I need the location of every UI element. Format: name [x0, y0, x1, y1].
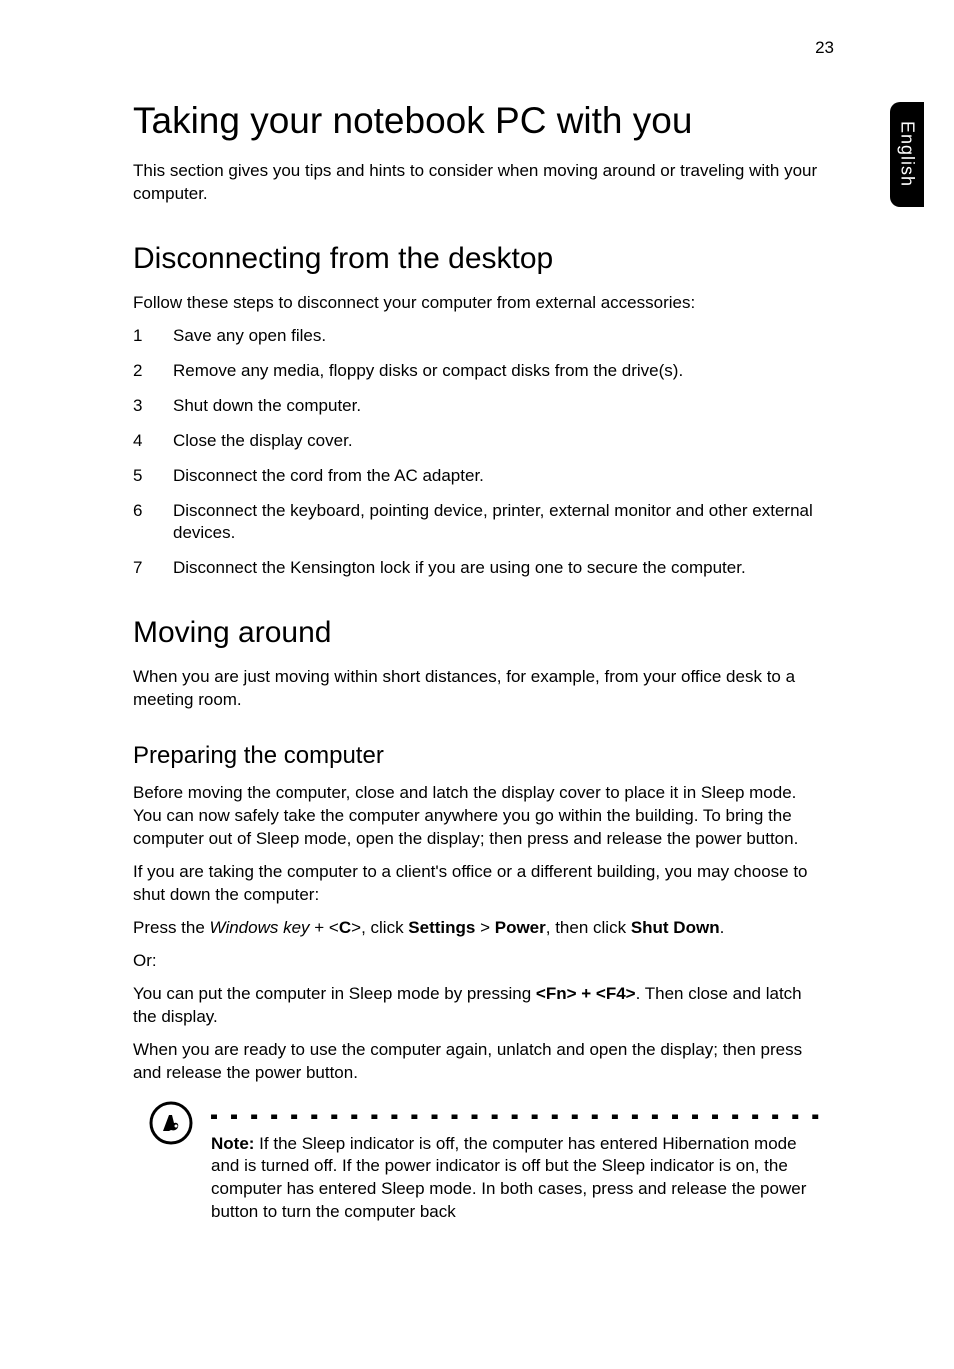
section-heading-moving: Moving around [133, 616, 828, 650]
section1-lead: Follow these steps to disconnect your co… [133, 292, 828, 315]
list-item: Close the display cover. [133, 430, 828, 453]
list-item: Disconnect the keyboard, pointing device… [133, 500, 828, 546]
language-tab: English [890, 102, 924, 207]
list-item: Shut down the computer. [133, 395, 828, 418]
section2-lead: When you are just moving within short di… [133, 666, 828, 712]
key-c: C [339, 918, 351, 937]
dots-glyphs: ■ ■ ■ ■ ■ ■ ■ ■ ■ ■ ■ ■ ■ ■ ■ ■ ■ ■ ■ ■ … [211, 1112, 828, 1119]
para-shutdown-instructions: Press the Windows key + <C>, click Setti… [133, 917, 828, 940]
note-icon [149, 1101, 193, 1145]
para-fn-f4: You can put the computer in Sleep mode b… [133, 983, 828, 1029]
note-body: If the Sleep indicator is off, the compu… [211, 1134, 806, 1222]
list-item: Save any open files. [133, 325, 828, 348]
intro-paragraph: This section gives you tips and hints to… [133, 160, 828, 206]
note-label: Note: [211, 1134, 254, 1153]
power-text: Power [495, 918, 546, 937]
para-client-office: If you are taking the computer to a clie… [133, 861, 828, 907]
text-run: . [720, 918, 725, 937]
shutdown-text: Shut Down [631, 918, 720, 937]
note-text: Note: If the Sleep indicator is off, the… [211, 1133, 828, 1225]
para-ready-to-use: When you are ready to use the computer a… [133, 1039, 828, 1085]
para-sleep-mode: Before moving the computer, close and la… [133, 782, 828, 851]
list-item: Remove any media, floppy disks or compac… [133, 360, 828, 383]
text-run: > [475, 918, 494, 937]
steps-list: Save any open files. Remove any media, f… [133, 325, 828, 581]
subsection-heading-preparing: Preparing the computer [133, 742, 828, 770]
windows-key-text: Windows key [210, 918, 310, 937]
page-number: 23 [815, 38, 834, 58]
text-run: , then click [546, 918, 631, 937]
text-run: + < [310, 918, 339, 937]
section-heading-disconnecting: Disconnecting from the desktop [133, 242, 828, 276]
list-item: Disconnect the Kensington lock if you ar… [133, 557, 828, 580]
list-item: Disconnect the cord from the AC adapter. [133, 465, 828, 488]
or-text: Or: [133, 950, 828, 973]
note-block: ■ ■ ■ ■ ■ ■ ■ ■ ■ ■ ■ ■ ■ ■ ■ ■ ■ ■ ■ ■ … [133, 1107, 828, 1225]
page-title: Taking your notebook PC with you [133, 100, 828, 142]
settings-text: Settings [408, 918, 475, 937]
key-combo: <Fn> + <F4> [536, 984, 636, 1003]
text-run: Press the [133, 918, 210, 937]
dotted-divider: ■ ■ ■ ■ ■ ■ ■ ■ ■ ■ ■ ■ ■ ■ ■ ■ ■ ■ ■ ■ … [211, 1107, 828, 1119]
text-run: You can put the computer in Sleep mode b… [133, 984, 536, 1003]
main-content: Taking your notebook PC with you This se… [133, 100, 828, 1224]
text-run: >, click [351, 918, 408, 937]
